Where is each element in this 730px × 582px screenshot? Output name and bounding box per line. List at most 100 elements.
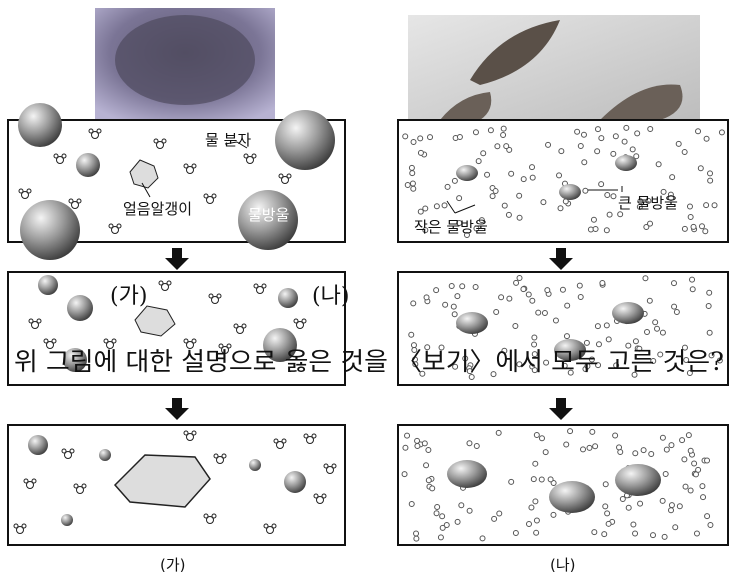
small-droplet bbox=[673, 309, 680, 316]
molecule bbox=[253, 283, 259, 289]
molecule bbox=[23, 478, 29, 484]
small-droplet bbox=[660, 188, 667, 195]
small-droplet bbox=[637, 500, 644, 507]
small-droplet bbox=[594, 148, 601, 155]
small-droplet bbox=[636, 203, 643, 210]
small-droplet bbox=[452, 363, 459, 370]
small-droplet bbox=[500, 132, 507, 139]
small-droplet bbox=[702, 228, 709, 235]
small-droplet bbox=[672, 524, 679, 531]
small-droplet bbox=[508, 170, 515, 177]
small-droplet bbox=[556, 172, 563, 179]
small-droplet bbox=[503, 143, 510, 150]
small-droplet bbox=[659, 434, 666, 441]
small-droplet bbox=[487, 127, 494, 134]
small-droplet bbox=[443, 522, 450, 529]
small-droplet bbox=[616, 444, 623, 451]
small-droplet bbox=[663, 446, 670, 453]
small-droplet bbox=[552, 317, 559, 324]
small-droplet bbox=[543, 359, 550, 366]
small-droplet bbox=[541, 310, 548, 317]
small-droplet bbox=[671, 303, 678, 310]
small-droplet bbox=[466, 507, 473, 514]
molecule bbox=[251, 153, 257, 159]
molecule bbox=[69, 448, 75, 454]
small-droplet bbox=[545, 141, 552, 148]
small-droplet bbox=[512, 322, 519, 329]
molecule bbox=[26, 481, 34, 489]
molecule bbox=[211, 513, 217, 519]
small-droplet bbox=[676, 503, 683, 510]
small-droplet bbox=[636, 345, 643, 352]
small-droplet bbox=[604, 191, 611, 198]
small-droplet bbox=[531, 334, 538, 341]
small-droplet bbox=[454, 293, 461, 300]
small-droplet bbox=[451, 177, 458, 184]
smoke-cloud bbox=[115, 15, 255, 105]
small-droplet bbox=[459, 283, 466, 290]
small-droplet bbox=[563, 441, 570, 448]
small-droplet bbox=[699, 483, 706, 490]
small-droplet bbox=[682, 483, 689, 490]
small-droplet bbox=[594, 323, 601, 330]
molecule bbox=[261, 283, 267, 289]
molecule bbox=[281, 176, 289, 184]
small-droplet bbox=[668, 442, 675, 449]
molecule bbox=[81, 483, 87, 489]
small-droplet bbox=[681, 456, 688, 463]
molecule bbox=[153, 138, 159, 144]
small-droplet bbox=[640, 447, 647, 454]
molecule bbox=[293, 318, 299, 324]
molecule bbox=[88, 128, 94, 134]
molecule bbox=[53, 153, 59, 159]
ash-grain bbox=[470, 20, 560, 85]
small-droplet bbox=[478, 217, 485, 224]
small-droplet bbox=[564, 302, 571, 309]
molecule bbox=[16, 526, 24, 534]
molecule bbox=[46, 341, 54, 349]
small-droplet bbox=[409, 180, 416, 187]
small-droplet bbox=[650, 358, 657, 365]
molecule bbox=[91, 131, 99, 139]
small-droplet bbox=[525, 521, 532, 528]
small-droplet bbox=[532, 498, 539, 505]
molecule bbox=[303, 433, 309, 439]
small-droplet bbox=[695, 128, 702, 135]
small-droplet bbox=[706, 289, 713, 296]
small-droplet bbox=[632, 530, 639, 537]
small-droplet bbox=[634, 130, 641, 137]
small-droplet bbox=[480, 150, 487, 157]
small-droplet bbox=[643, 328, 650, 335]
small-droplet bbox=[668, 507, 675, 514]
molecule bbox=[116, 223, 122, 229]
small-droplet bbox=[422, 205, 429, 212]
small-droplet bbox=[659, 329, 666, 336]
small-droplet bbox=[479, 535, 486, 542]
small-droplet-label: 작은 물방울 bbox=[414, 218, 488, 236]
small-droplet bbox=[531, 341, 538, 348]
small-droplet bbox=[704, 513, 711, 520]
molecule bbox=[64, 451, 72, 459]
small-droplet bbox=[490, 371, 497, 378]
small-droplet bbox=[425, 477, 432, 484]
overlay-label-a: (가) bbox=[110, 284, 147, 309]
small-droplet bbox=[669, 174, 676, 181]
small-droplet bbox=[425, 447, 432, 454]
small-droplet bbox=[577, 142, 584, 149]
molecule bbox=[161, 138, 167, 144]
small-droplet bbox=[612, 133, 619, 140]
small-droplet bbox=[625, 342, 632, 349]
droplet bbox=[559, 184, 581, 200]
small-droplet bbox=[419, 370, 426, 377]
small-droplet bbox=[595, 362, 602, 369]
small-droplet bbox=[402, 133, 409, 140]
small-droplet bbox=[647, 220, 654, 227]
molecule bbox=[73, 483, 79, 489]
large-droplet-label: 큰 물방울 bbox=[618, 194, 678, 212]
small-droplet bbox=[690, 223, 697, 230]
small-droplet bbox=[404, 181, 411, 188]
molecule bbox=[243, 153, 249, 159]
caption-b: (나) bbox=[550, 556, 576, 574]
small-droplet bbox=[681, 149, 688, 156]
molecule bbox=[31, 321, 39, 329]
